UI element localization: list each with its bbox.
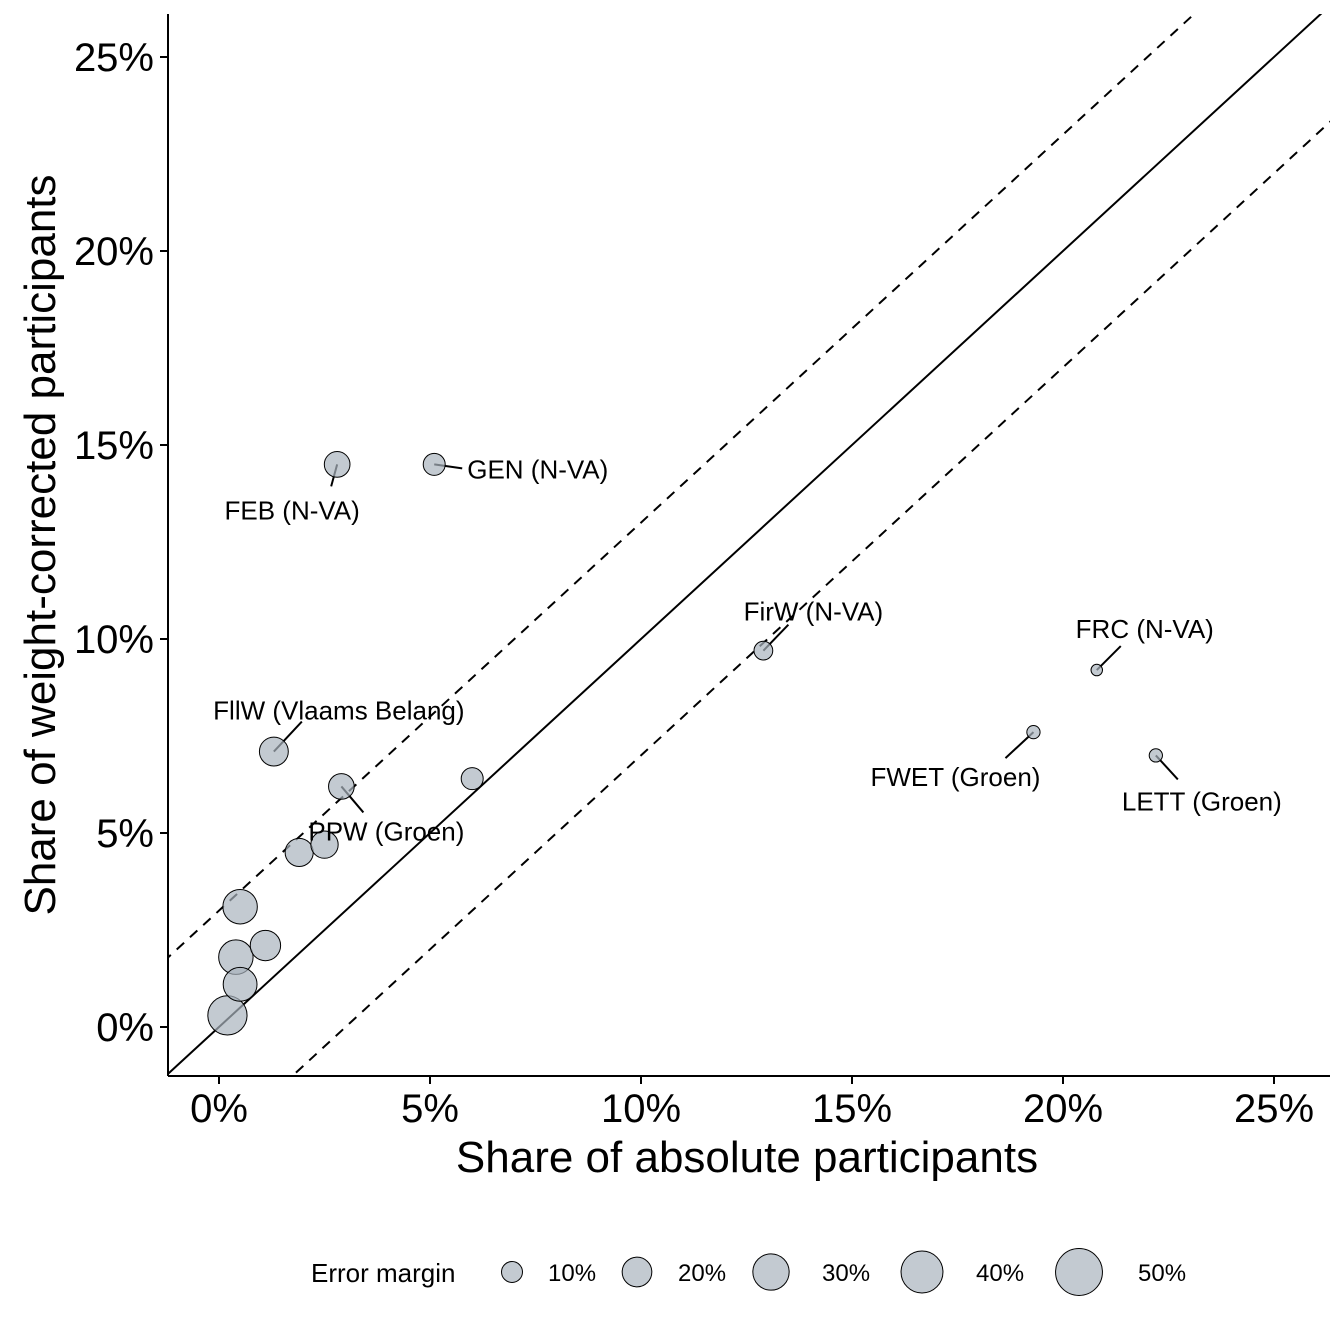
y-tick-label: 20%: [74, 230, 154, 274]
point-label: FllW (Vlaams Belang): [213, 696, 464, 726]
y-tick-label: 15%: [74, 424, 154, 468]
legend-circle: [900, 1250, 944, 1294]
data-point: [1090, 663, 1104, 677]
point-label: FEB (N-VA): [225, 495, 360, 525]
y-axis-title: Share of weight-corrected participants: [16, 174, 65, 915]
legend-label: 30%: [822, 1260, 870, 1287]
y-tick-label: 10%: [74, 618, 154, 662]
y-axis-ticks: 0% 5% 10% 15% 20% 25%: [74, 36, 168, 1050]
x-axis-ticks: 0% 5% 10% 15% 20% 25%: [190, 1076, 1314, 1131]
x-tick-label: 10%: [601, 1087, 681, 1131]
point-label: LETT (Groen): [1122, 786, 1282, 816]
point-label: GEN (N-VA): [467, 454, 608, 484]
data-point: [323, 451, 351, 478]
point-labels: FEB (N-VA) GEN (N-VA) FirW (N-VA) FRC (N-VA…: [213, 454, 1282, 846]
dashed-reference-line: [168, 14, 1196, 959]
dashed-reference-line: [290, 120, 1330, 1076]
data-point: [460, 767, 484, 791]
data-points: [207, 451, 1163, 1036]
data-point: [328, 773, 355, 800]
x-tick-label: 25%: [1234, 1087, 1314, 1131]
data-point: [1026, 724, 1041, 740]
data-point: [222, 966, 258, 1002]
y-tick-label: 25%: [74, 36, 154, 80]
x-tick-label: 15%: [812, 1087, 892, 1131]
x-tick-label: 5%: [401, 1087, 459, 1131]
data-point: [310, 830, 339, 859]
point-label: FirW (N-VA): [744, 597, 884, 627]
x-axis-title: Share of absolute participants: [456, 1133, 1038, 1182]
data-point: [1148, 748, 1163, 763]
reference-lines: [168, 14, 1330, 1076]
y-tick-label: 5%: [96, 812, 154, 856]
legend-title: Error margin: [311, 1258, 455, 1288]
legend-circle: [621, 1256, 653, 1288]
data-point: [258, 736, 289, 767]
point-label: PPW (Groen): [308, 816, 464, 846]
point-label: FWET (Groen): [870, 762, 1040, 792]
data-point: [422, 452, 446, 476]
identity-line: [168, 14, 1323, 1076]
legend: Error margin 10% 20% 30% 40% 50%: [311, 1248, 1186, 1296]
legend-label: 50%: [1138, 1260, 1186, 1287]
point-label: FRC (N-VA): [1076, 614, 1214, 644]
data-point: [222, 888, 258, 925]
legend-circle: [501, 1261, 523, 1283]
legend-label: 20%: [678, 1260, 726, 1287]
axes: [167, 14, 1330, 1077]
legend-label: 10%: [548, 1260, 596, 1287]
y-tick-label: 0%: [96, 1006, 154, 1050]
legend-circle: [1055, 1248, 1103, 1296]
x-tick-label: 20%: [1023, 1087, 1103, 1131]
data-point: [753, 640, 774, 661]
legend-circle: [752, 1253, 790, 1291]
label-leaders: [273, 463, 1179, 814]
legend-label: 40%: [976, 1260, 1024, 1287]
x-tick-label: 0%: [190, 1087, 248, 1131]
data-point: [249, 929, 282, 962]
